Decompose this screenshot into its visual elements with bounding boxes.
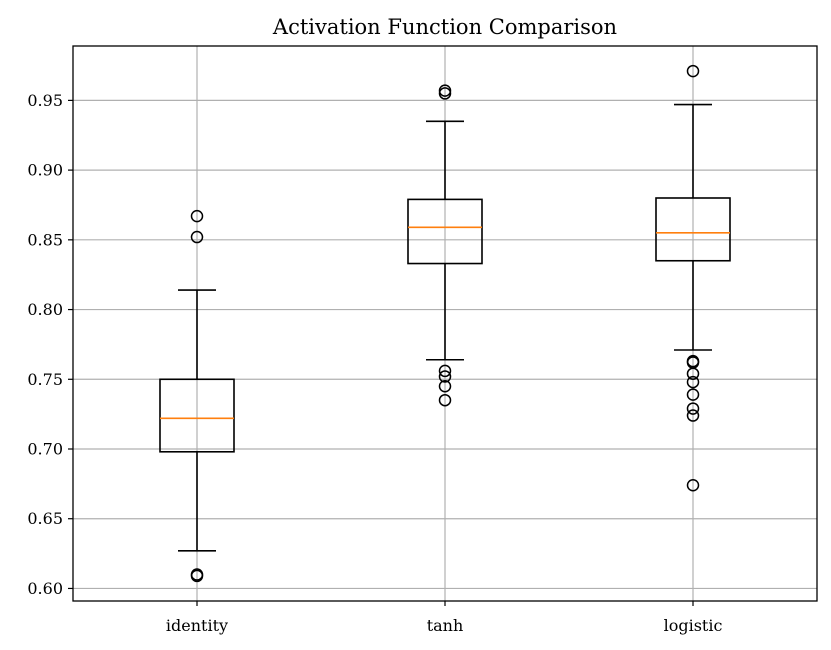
y-tick-label: 0.90: [27, 161, 63, 180]
plot-frame: [72, 45, 818, 602]
outlier-point: [686, 409, 700, 422]
outlier-point: [686, 367, 700, 380]
y-tick-label: 0.80: [27, 300, 63, 319]
axis-layer: 0.60 0.65 0.70 0.75 0.80 0.85 0.90 0.95 identity…: [27, 45, 818, 635]
box-group-logistic: [655, 64, 731, 492]
outlier-point: [438, 393, 452, 407]
outlier-point: [190, 569, 204, 583]
outlier-point: [686, 402, 700, 415]
y-tick-label: 0.75: [27, 370, 63, 389]
outlier-point: [190, 230, 204, 244]
outlier-point: [686, 479, 700, 492]
y-tick-label: 0.65: [27, 509, 63, 528]
y-tick-label: 0.95: [27, 91, 63, 110]
outlier-point: [686, 375, 700, 389]
x-tick-label: tanh: [427, 616, 464, 635]
outlier-point: [438, 87, 452, 100]
outlier-point: [438, 380, 452, 393]
x-tick-label: logistic: [664, 616, 723, 635]
box-group-tanh: [407, 84, 483, 407]
outlier-point: [438, 364, 452, 378]
box-iqr: [655, 197, 731, 262]
box-group-identity: [159, 209, 235, 583]
y-tick-label: 0.70: [27, 440, 63, 459]
y-tick-label: 0.85: [27, 230, 63, 249]
chart-title: Activation Function Comparison: [272, 15, 617, 39]
outlier-point: [190, 209, 204, 223]
outlier-point: [438, 370, 452, 383]
box-iqr: [407, 198, 483, 265]
x-tick-label: identity: [166, 616, 228, 635]
box-layer: [159, 64, 731, 583]
box-iqr: [159, 378, 235, 453]
y-tick-label: 0.60: [27, 579, 63, 598]
outlier-point: [686, 64, 700, 78]
outlier-point: [686, 388, 700, 401]
